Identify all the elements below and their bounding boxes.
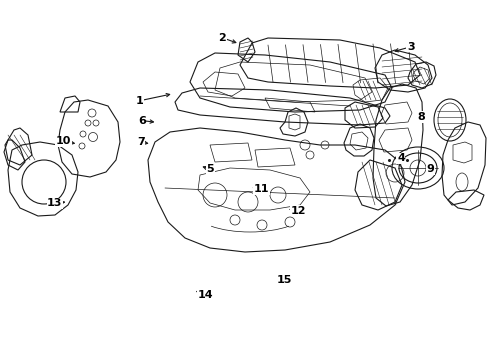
Text: 14: 14: [197, 290, 213, 300]
Text: 1: 1: [135, 96, 143, 106]
Text: 15: 15: [276, 275, 292, 285]
Text: 11: 11: [253, 184, 269, 194]
Text: 7: 7: [137, 137, 144, 147]
Text: 9: 9: [426, 164, 433, 174]
Text: 10: 10: [56, 136, 71, 147]
Text: 12: 12: [290, 206, 305, 216]
Text: 2: 2: [218, 33, 226, 43]
Text: 6: 6: [138, 116, 145, 126]
Text: 5: 5: [206, 164, 214, 174]
Text: 3: 3: [406, 42, 414, 52]
Text: 13: 13: [47, 198, 62, 208]
Text: 4: 4: [396, 153, 404, 163]
Text: 8: 8: [417, 112, 425, 122]
